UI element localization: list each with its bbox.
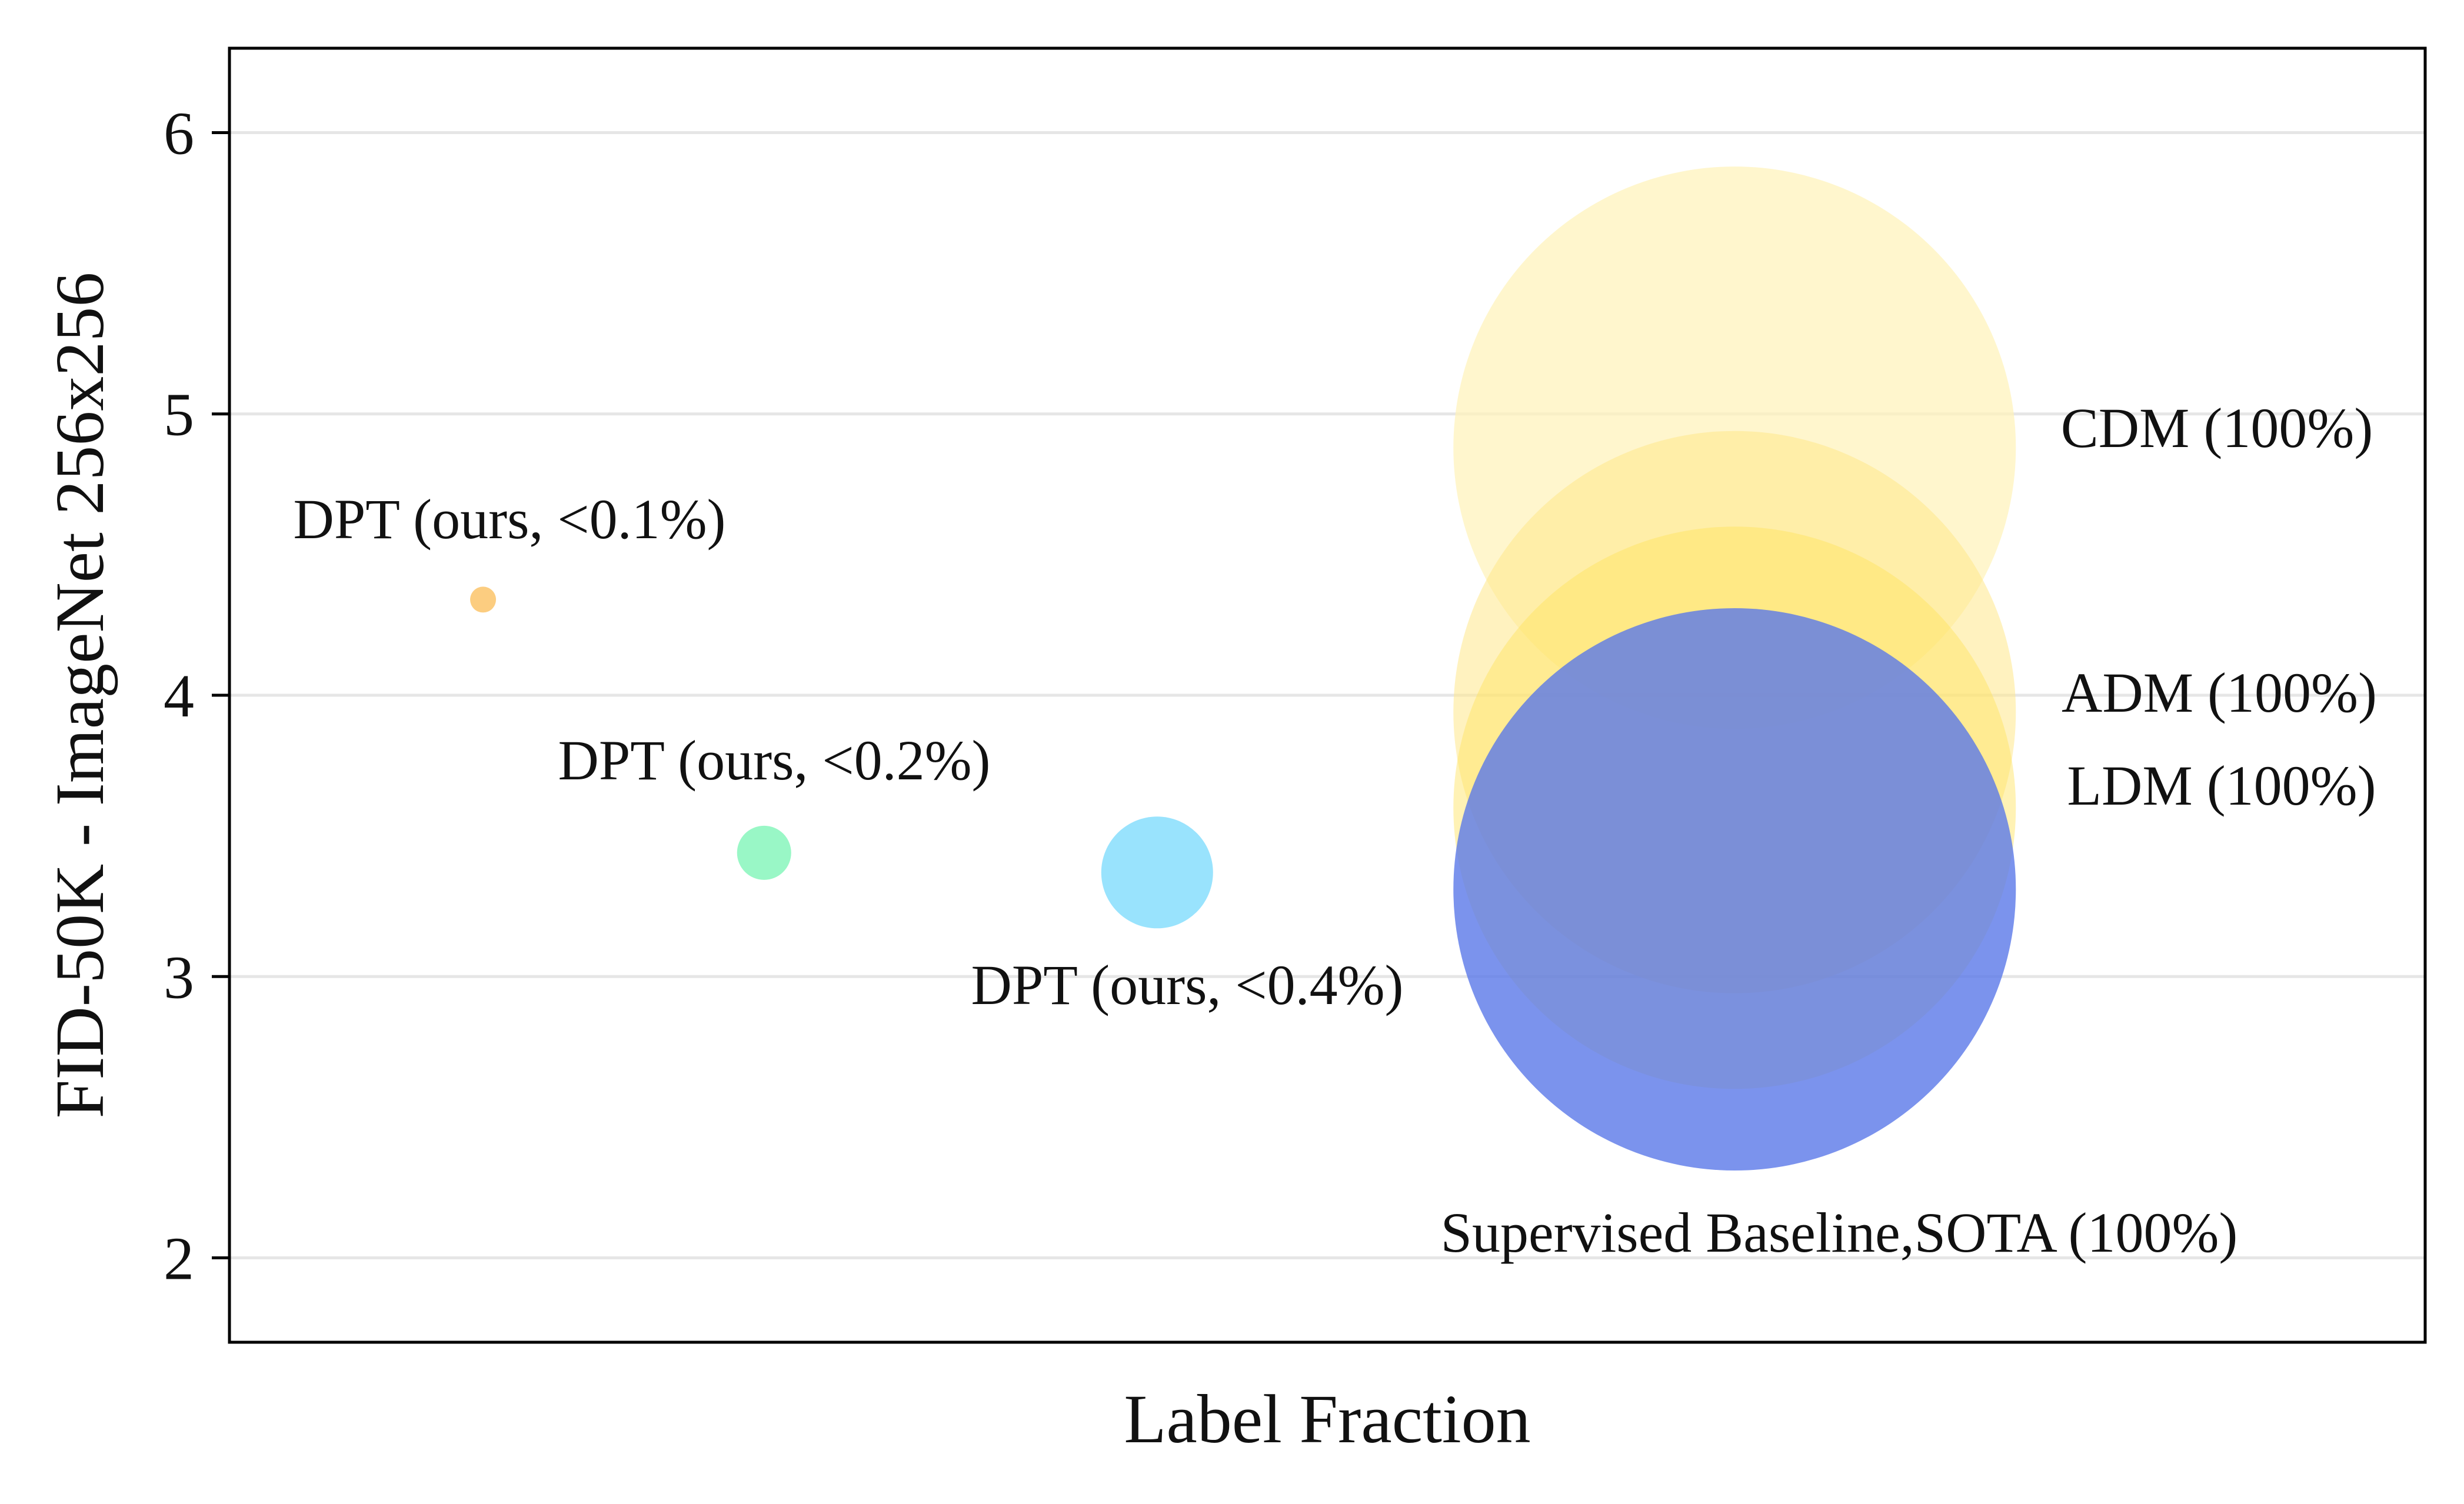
bubble-label-4: ADM (100%) (2062, 661, 2377, 724)
bubble-label-3: CDM (100%) (2061, 396, 2373, 459)
y-tick-label: 5 (164, 381, 194, 449)
y-axis-ticks: 2 3 4 5 6 (164, 99, 229, 1293)
y-tick-label: 3 (164, 943, 194, 1011)
bubble-label-2: DPT (ours, <0.4%) (971, 953, 1404, 1016)
x-axis-title: Label Fraction (1124, 1380, 1530, 1458)
bubble-0 (470, 586, 497, 613)
grid-lines (229, 131, 2425, 1260)
bubble-label-1: DPT (ours, <0.2%) (558, 729, 991, 792)
bubble-label-6: Supervised Baseline,SOTA (100%) (1441, 1201, 2238, 1264)
bubbles (470, 166, 2016, 1170)
y-tick-label: 2 (164, 1225, 194, 1293)
bubble-1 (737, 825, 791, 880)
y-tick-label: 4 (164, 662, 194, 730)
bubble-6 (1453, 608, 2016, 1170)
bubble-label-0: DPT (ours, <0.1%) (294, 488, 726, 551)
bubble-2 (1101, 816, 1213, 929)
y-tick-label: 6 (164, 99, 194, 167)
y-axis-title: FID-50K - ImageNet 256x256 (41, 272, 118, 1119)
point-labels: DPT (ours, <0.1%) DPT (ours, <0.2%) DPT (o… (294, 396, 2377, 1264)
bubble-label-5: LDM (100%) (2067, 754, 2376, 817)
